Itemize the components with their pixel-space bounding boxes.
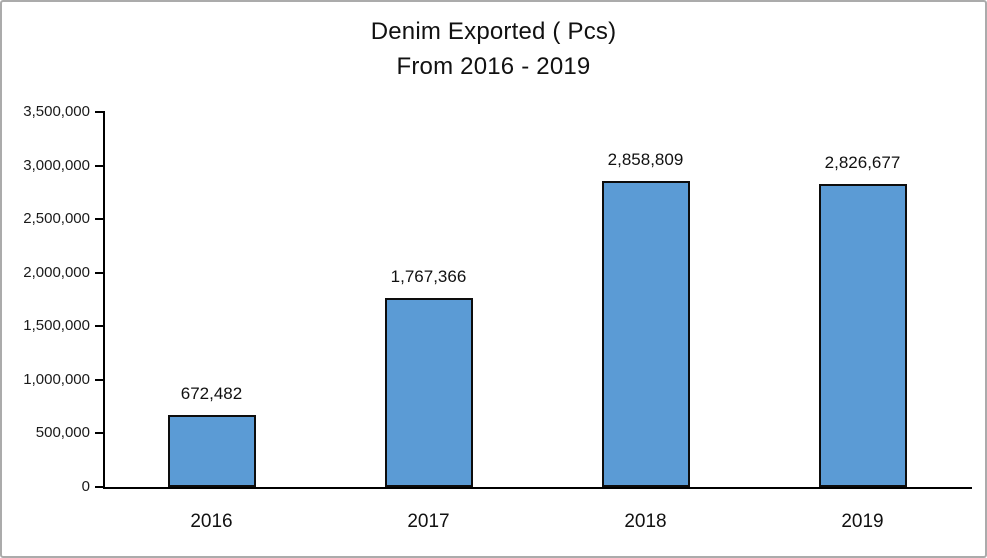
chart-title-line1: Denim Exported ( Pcs) (370, 18, 617, 45)
x-axis-line (103, 487, 972, 489)
y-axis-tick (95, 271, 103, 274)
chart-title: Denim Exported ( Pcs) From 2016 - 2019 (2, 14, 985, 84)
y-axis-tick (95, 486, 103, 488)
bar-2017 (384, 297, 473, 487)
x-axis-label-2016: 2016 (190, 511, 233, 532)
y-axis-tick (95, 432, 103, 435)
y-axis-tick-label: 1,000,000 (23, 370, 90, 388)
y-axis-tick (95, 325, 103, 328)
bar-value-label-2019: 2,826,677 (824, 153, 901, 173)
y-axis-tick (95, 111, 103, 113)
y-axis-tick (95, 378, 103, 381)
bar-2018 (601, 180, 690, 487)
bar-2016 (167, 414, 256, 487)
chart-title-line2: From 2016 - 2019 (396, 53, 591, 80)
y-axis-tick (95, 218, 103, 221)
x-axis-label-2018: 2018 (624, 511, 667, 532)
x-axis-label-2019: 2019 (841, 511, 884, 532)
y-axis-tick-label: 2,000,000 (23, 263, 90, 281)
bar-value-label-2016: 672,482 (180, 383, 243, 403)
bar-value-label-2018: 2,858,809 (607, 149, 684, 169)
y-axis-tick-label: 3,500,000 (23, 103, 90, 120)
x-axis-label-2017: 2017 (407, 511, 450, 532)
y-axis-tick-label: 1,500,000 (23, 317, 90, 335)
y-axis-line (103, 111, 105, 488)
y-axis-tick-label: 0 (81, 478, 90, 495)
bar-value-label-2017: 1,767,366 (390, 266, 467, 286)
y-axis-tick-label: 2,500,000 (23, 210, 90, 228)
y-axis-tick-label: 500,000 (35, 424, 90, 442)
bar-2019 (818, 184, 907, 487)
y-axis-tick (95, 164, 103, 167)
y-axis-tick-label: 3,000,000 (23, 156, 90, 174)
